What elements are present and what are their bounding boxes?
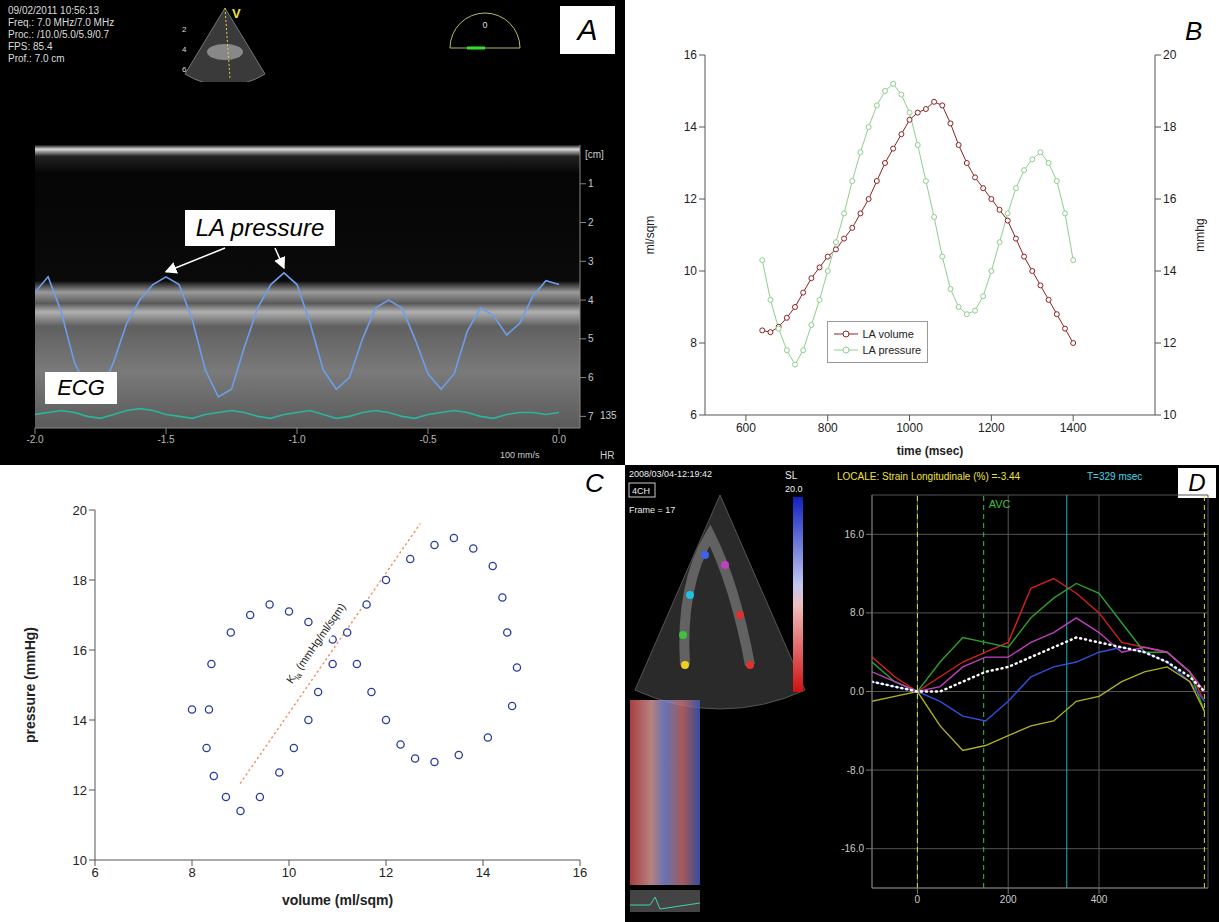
svg-text:18: 18 (73, 573, 87, 588)
html-text:09/02/2011 10:56:13: 09/02/2011 10:56:13 (8, 5, 99, 16)
html-text:B: B (1185, 16, 1203, 46)
svg-text:4: 4 (588, 295, 594, 306)
html-text:(mmHg/ml/sqm): (mmHg/ml/sqm) (291, 601, 348, 675)
svg-text:18: 18 (1163, 120, 1177, 134)
html-text:100 mm/s: 100 mm/s (500, 450, 540, 460)
svg-text:5: 5 (588, 333, 594, 344)
svg-text:3: 3 (588, 256, 594, 267)
svg-text:14: 14 (476, 865, 490, 880)
svg-text:mmhg: mmhg (1193, 218, 1207, 251)
svg-text:time (msec): time (msec) (897, 444, 964, 458)
svg-text:20.0: 20.0 (785, 484, 803, 494)
svg-text:10: 10 (1163, 408, 1177, 422)
svg-text:6: 6 (91, 865, 98, 880)
svg-text:4: 4 (182, 45, 187, 54)
svg-text:8.0: 8.0 (850, 607, 864, 618)
svg-text:2: 2 (588, 217, 594, 228)
svg-text:ml/sqm: ml/sqm (643, 216, 657, 255)
html-text:LA pressure: LA pressure (195, 214, 325, 241)
svg-text:400: 400 (1091, 894, 1108, 905)
svg-text:1: 1 (588, 178, 594, 189)
svg-text:1400: 1400 (1060, 421, 1087, 435)
svg-text:0.0: 0.0 (552, 434, 566, 445)
html-text:Proc.: /10.0/5.0/5.9/0.7: Proc.: /10.0/5.0/5.9/0.7 (8, 29, 110, 40)
svg-text:-1.5: -1.5 (157, 434, 175, 445)
svg-text:8: 8 (690, 336, 697, 350)
svg-text:16: 16 (573, 865, 587, 880)
svg-text:-2.0: -2.0 (26, 434, 44, 445)
html-text:la: la (293, 671, 304, 682)
svg-text:600: 600 (736, 421, 756, 435)
svg-text:12: 12 (1163, 336, 1177, 350)
svg-text:8: 8 (188, 865, 195, 880)
svg-text:-8.0: -8.0 (847, 765, 865, 776)
svg-text:Frame = 17: Frame = 17 (629, 505, 675, 515)
svg-text:14: 14 (684, 120, 698, 134)
svg-text:2008/03/04-12:19:42: 2008/03/04-12:19:42 (629, 469, 712, 479)
svg-text:10: 10 (282, 865, 296, 880)
html-text:ECG: ECG (57, 375, 105, 400)
svg-text:-16.0: -16.0 (841, 843, 864, 854)
svg-text:12: 12 (684, 192, 698, 206)
svg-text:AVC: AVC (989, 498, 1011, 510)
html-text:K: K (283, 673, 298, 686)
svg-text:16.0: 16.0 (845, 529, 865, 540)
html-text:[cm]: [cm] (585, 149, 604, 160)
svg-text:10: 10 (684, 264, 698, 278)
svg-text:14: 14 (1163, 264, 1177, 278)
html-text:Freq.: 7.0 MHz/7.0 MHz: Freq.: 7.0 MHz/7.0 MHz (8, 17, 115, 28)
html-text:LOCALE: Strain Longitudinale (: LOCALE: Strain Longitudinale (%) =-3.44 (837, 471, 1021, 482)
html-text:135: 135 (600, 410, 617, 422)
svg-text:20: 20 (1163, 48, 1177, 62)
svg-text:-1.0: -1.0 (288, 434, 306, 445)
svg-text:-0.5: -0.5 (419, 434, 437, 445)
svg-text:12: 12 (379, 865, 393, 880)
svg-text:10: 10 (73, 853, 87, 868)
html-text:Prof.: 7.0 cm: Prof.: 7.0 cm (8, 53, 65, 64)
svg-text:12: 12 (73, 783, 87, 798)
svg-text:0: 0 (915, 894, 921, 905)
svg-text:0.0: 0.0 (850, 686, 864, 697)
html-text:LA pressure: LA pressure (862, 344, 922, 356)
svg-text:pressure (mmHg): pressure (mmHg) (22, 627, 38, 743)
html-text:A: A (577, 13, 598, 46)
svg-text:4CH: 4CH (632, 486, 650, 496)
svg-text:20: 20 (73, 503, 87, 518)
html-text:LA volume: LA volume (862, 328, 914, 340)
svg-text:SL: SL (785, 470, 798, 481)
html-text:C: C (585, 468, 604, 498)
svg-text:16: 16 (73, 643, 87, 658)
html-text:D: D (1188, 469, 1206, 496)
svg-text:V: V (232, 6, 241, 21)
svg-text:16: 16 (684, 48, 698, 62)
svg-text:800: 800 (818, 421, 838, 435)
svg-text:volume (ml/sqm): volume (ml/sqm) (282, 892, 393, 908)
svg-text:0: 0 (482, 20, 487, 30)
svg-text:7: 7 (588, 411, 594, 422)
svg-text:1200: 1200 (978, 421, 1005, 435)
svg-text:6: 6 (588, 372, 594, 383)
html-text:HR: HR (600, 450, 615, 461)
svg-text:2: 2 (182, 25, 187, 34)
html-text:T=329 msec: T=329 msec (1087, 471, 1143, 482)
svg-text:14: 14 (73, 713, 87, 728)
svg-text:200: 200 (1000, 894, 1017, 905)
svg-text:6: 6 (182, 65, 187, 74)
svg-text:1000: 1000 (896, 421, 923, 435)
svg-text:6: 6 (690, 408, 697, 422)
html-text:FPS: 85.4: FPS: 85.4 (8, 41, 53, 52)
svg-text:16: 16 (1163, 192, 1177, 206)
